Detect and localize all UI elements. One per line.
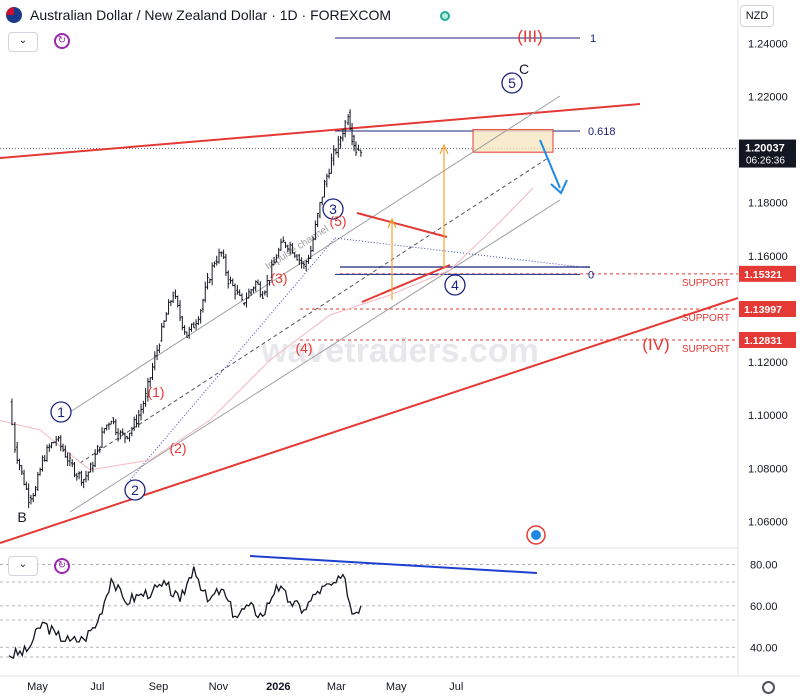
wave-circle — [501, 72, 523, 94]
wave-projection-dotted — [129, 237, 336, 481]
support-label: SUPPORT — [682, 278, 730, 289]
currency-flag-icon — [6, 7, 22, 23]
wave-label-blue: 2 — [131, 482, 139, 498]
wave-label-blue: 5 — [508, 75, 516, 91]
wave-label-black: B — [17, 509, 26, 525]
wave-label-major: (IV) — [642, 335, 669, 354]
divergence-line — [249, 555, 538, 574]
time-tick-label: Sep — [149, 681, 169, 693]
chart-header: Australian Dollar / New Zealand Dollar ·… — [0, 0, 740, 30]
osc-tick-label: 40.00 — [750, 642, 778, 654]
support-price-tag — [739, 331, 796, 348]
price-tick-label: 1.16000 — [748, 251, 788, 263]
osc-tick-label: 60.00 — [750, 601, 778, 613]
wedge-lower-line — [361, 264, 451, 303]
wave-circle — [124, 479, 146, 501]
moving-average-line — [0, 187, 534, 471]
support-label: SUPPORT — [682, 344, 730, 355]
countdown-label: 06:26:36 — [746, 156, 785, 167]
settings-gear-icon[interactable] — [762, 681, 775, 694]
watermark: wavetraders.com — [260, 332, 539, 370]
time-tick-label: May — [27, 681, 48, 693]
price-bars — [10, 109, 363, 508]
channel-upper-line — [69, 95, 561, 413]
measure-arrowhead — [387, 217, 397, 229]
lower-support-line — [0, 297, 739, 544]
support-price-label: 1.13997 — [744, 304, 782, 316]
support-price-tag — [739, 301, 796, 318]
currency-selector[interactable]: NZD — [740, 5, 774, 27]
price-tick-label: 1.08000 — [748, 463, 788, 475]
time-tick-label: 2026 — [266, 681, 290, 693]
indicator-refresh-icon[interactable]: ↻ — [54, 558, 70, 574]
market-open-icon — [440, 11, 450, 21]
support-price-label: 1.12831 — [744, 335, 782, 347]
wave-label-black: C — [519, 61, 529, 77]
wave-label-red: (1) — [147, 384, 164, 400]
wave-label-blue: 3 — [329, 201, 337, 217]
osc-tick-label: 80.00 — [750, 559, 778, 571]
support-price-label: 1.15321 — [744, 269, 782, 281]
target-zone — [472, 129, 554, 153]
symbol-title: Australian Dollar / New Zealand Dollar ·… — [30, 7, 391, 23]
projection-arrow — [539, 139, 561, 189]
wave-label-red: (2) — [169, 440, 186, 456]
wave-circle — [322, 198, 344, 220]
price-tick-label: 1.12000 — [748, 357, 788, 369]
refresh-icon[interactable]: ↻ — [54, 33, 70, 49]
wave-label-blue: 4 — [451, 277, 459, 293]
wave-label-red: (4) — [295, 340, 312, 356]
price-tick-label: 1.22000 — [748, 91, 788, 103]
channel-lower-line — [69, 199, 561, 513]
channel-mid-line — [79, 157, 549, 464]
wave-label-blue: 1 — [57, 404, 65, 420]
wave-label-red: (5) — [329, 213, 346, 229]
price-tick-label: 1.06000 — [748, 516, 788, 528]
fib-level-label: 0.618 — [588, 126, 616, 138]
event-badge-dot — [531, 530, 541, 540]
price-tick-label: 1.18000 — [748, 198, 788, 210]
price-tick-label: 1.24000 — [748, 38, 788, 50]
collapse-button[interactable]: ⌄ — [8, 32, 38, 52]
wave-label-major: (III) — [517, 27, 543, 46]
time-tick-label: Nov — [209, 681, 229, 693]
wave-circle — [444, 274, 466, 296]
measure-arrowhead — [439, 143, 449, 155]
time-tick-label: Mar — [327, 681, 346, 693]
price-tick-label: 1.10000 — [748, 410, 788, 422]
time-tick-label: May — [386, 681, 407, 693]
support-label: SUPPORT — [682, 313, 730, 324]
projection-arrowhead — [550, 179, 568, 195]
wave-projection-dotted — [334, 237, 591, 269]
indicator-collapse-button[interactable]: ⌄ — [8, 556, 38, 576]
time-tick-label: Jul — [90, 681, 104, 693]
wave-circle — [50, 401, 72, 423]
last-price-label: 1.20037 — [745, 143, 785, 155]
time-tick-label: Jul — [449, 681, 463, 693]
wedge-upper-line — [356, 212, 448, 238]
fib-level-label: 1 — [590, 33, 596, 45]
fib-level-label: 0 — [588, 269, 594, 281]
wave-label-red: (3) — [270, 270, 287, 286]
support-price-tag — [739, 265, 796, 282]
oscillator-line — [8, 566, 362, 659]
last-price-tag — [739, 139, 796, 168]
